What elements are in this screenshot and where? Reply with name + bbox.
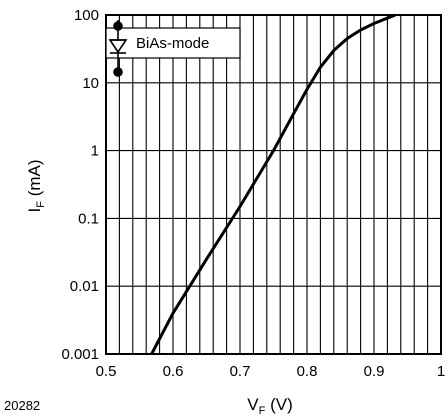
x-axis-label-unit: (V) — [265, 395, 292, 414]
grid-lines — [106, 15, 441, 354]
x-tick-label: 0.6 — [163, 363, 184, 380]
x-tick-label: 0.9 — [364, 363, 385, 380]
y-tick-label: 0.001 — [61, 346, 99, 363]
y-tick-label: 0.1 — [78, 210, 99, 227]
series-line — [150, 13, 396, 355]
legend-label: BiAs-mode — [136, 35, 209, 52]
plot-frame — [105, 14, 442, 355]
y-tick-labels: 0.001 0.01 0.1 1 10 100 — [61, 7, 99, 363]
x-tick-label: 0.5 — [96, 363, 117, 380]
y-tick-label: 1 — [91, 143, 99, 160]
y-axis-label-unit: (mA) — [25, 159, 44, 201]
y-tick-label: 100 — [74, 7, 99, 24]
y-axis-label: IF (mA) — [25, 159, 47, 212]
x-axis-label: VF (V) — [247, 395, 292, 417]
x-tick-label: 1 — [437, 363, 445, 380]
x-tick-label: 0.7 — [230, 363, 251, 380]
legend: BiAs-mode — [105, 20, 241, 77]
x-axis-label-sub: F — [259, 405, 266, 417]
x-tick-label: 0.8 — [297, 363, 318, 380]
y-axis-label-main: I — [25, 208, 44, 213]
diode-icon — [108, 20, 128, 77]
figure-code: 20282 — [4, 398, 40, 413]
x-axis-label-main: V — [247, 395, 259, 414]
y-tick-label: 0.01 — [70, 278, 99, 295]
y-axis-label-sub: F — [35, 201, 47, 208]
legend-box — [105, 27, 241, 59]
curve-layer — [150, 13, 396, 355]
y-tick-label: 10 — [82, 75, 99, 92]
x-tick-labels: 0.5 0.6 0.7 0.8 0.9 1 — [96, 363, 446, 380]
